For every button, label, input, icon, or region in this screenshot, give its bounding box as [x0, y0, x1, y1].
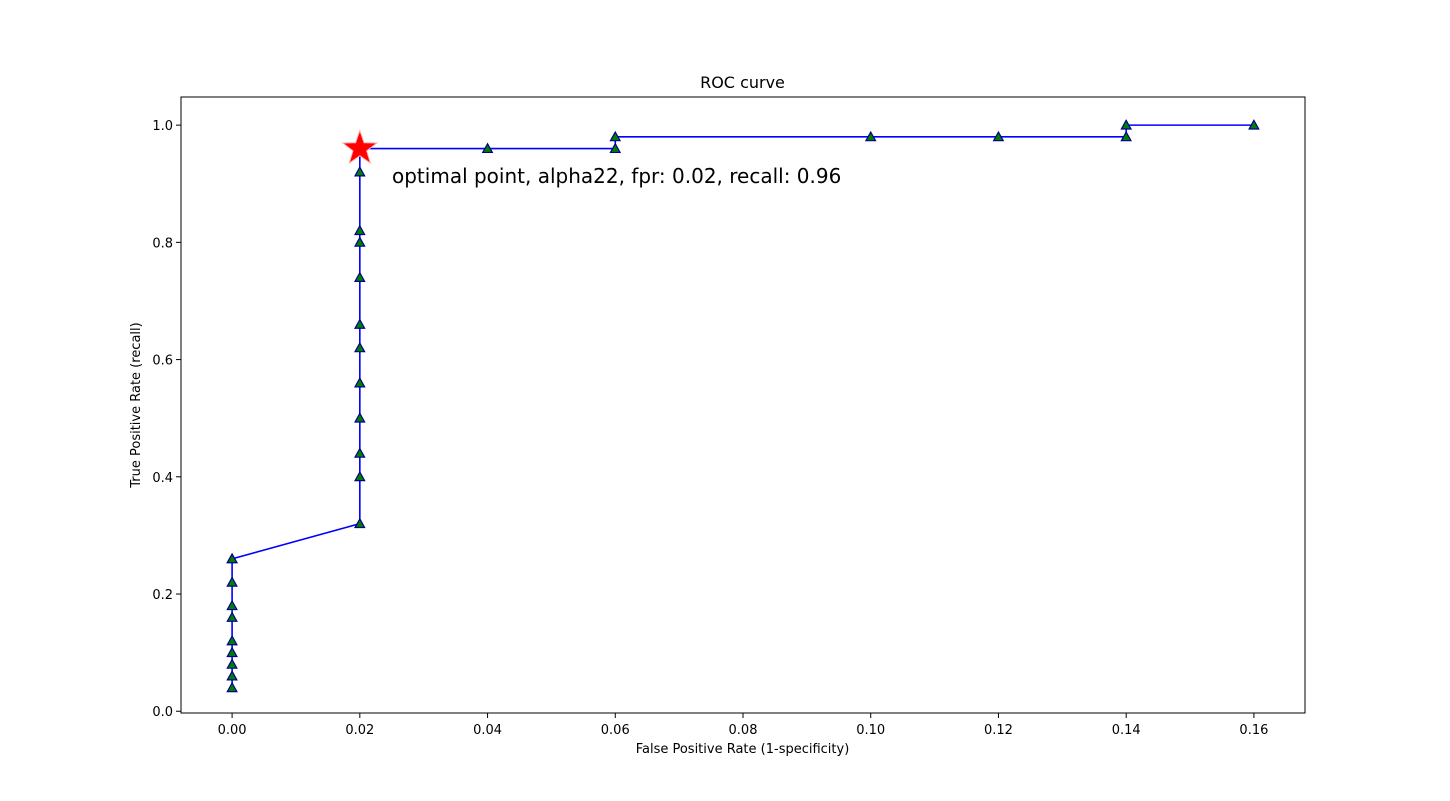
- roc-point-marker: [992, 130, 1005, 142]
- roc-point-marker: [226, 634, 238, 646]
- y-tick-label: 0.4: [152, 471, 173, 486]
- x-tick-label: 0.04: [473, 723, 502, 738]
- x-tick-label: 0.06: [601, 723, 630, 738]
- chart-title: ROC curve: [700, 73, 785, 92]
- x-tick-label: 0.02: [345, 723, 374, 738]
- x-axis: 0.00 0.02 0.04 0.06 0.08 0.10 0.12 0.14 0.16: [218, 713, 1268, 738]
- roc-point-marker: [609, 130, 622, 142]
- roc-point-marker: [864, 130, 877, 142]
- roc-point-marker: [353, 517, 366, 529]
- roc-point-marker: [353, 341, 366, 353]
- roc-point-marker: [1248, 119, 1260, 130]
- y-axis-label: True Positive Rate (recall): [129, 322, 144, 488]
- roc-point-marker: [609, 142, 622, 154]
- y-tick-label: 0.0: [152, 705, 173, 720]
- roc-point-marker: [353, 470, 366, 482]
- roc-point-marker: [226, 658, 238, 669]
- y-tick-label: 0.8: [152, 236, 173, 251]
- roc-point-marker: [353, 376, 366, 388]
- roc-point-marker: [1120, 130, 1133, 142]
- x-axis-label: False Positive Rate (1-specificity): [636, 742, 850, 757]
- roc-point-marker: [353, 271, 366, 282]
- roc-point-marker: [353, 447, 366, 458]
- roc-point-marker: [226, 552, 238, 564]
- y-tick-label: 0.6: [152, 354, 173, 369]
- optimal-point-annotation: optimal point, alpha22, fpr: 0.02, recal…: [392, 164, 841, 188]
- optimal-point-star: [341, 129, 379, 165]
- x-tick-label: 0.14: [1112, 723, 1141, 738]
- roc-point-marker: [481, 142, 494, 154]
- roc-point-marker: [226, 611, 238, 622]
- roc-point-marker: [226, 599, 238, 611]
- roc-point-marker: [226, 646, 238, 658]
- roc-point-marker: [1120, 119, 1133, 130]
- roc-point-marker: [226, 670, 238, 681]
- x-tick-label: 0.08: [729, 723, 758, 738]
- roc-point-marker: [353, 224, 366, 236]
- x-tick-label: 0.00: [218, 723, 247, 738]
- y-tick-label: 1.0: [152, 119, 173, 134]
- x-tick-label: 0.10: [856, 723, 885, 738]
- roc-point-marker: [226, 576, 238, 587]
- roc-point-marker: [226, 681, 238, 693]
- plot-area: [226, 119, 1260, 693]
- x-tick-label: 0.12: [984, 723, 1013, 738]
- roc-point-marker: [353, 165, 366, 177]
- roc-point-marker: [353, 236, 366, 247]
- y-tick-label: 0.2: [152, 588, 173, 603]
- x-tick-label: 0.16: [1239, 723, 1268, 738]
- y-axis: 0.0 0.2 0.4 0.6 0.8 1.0: [152, 119, 181, 720]
- roc-point-marker: [353, 412, 366, 423]
- roc-point-marker: [353, 318, 366, 329]
